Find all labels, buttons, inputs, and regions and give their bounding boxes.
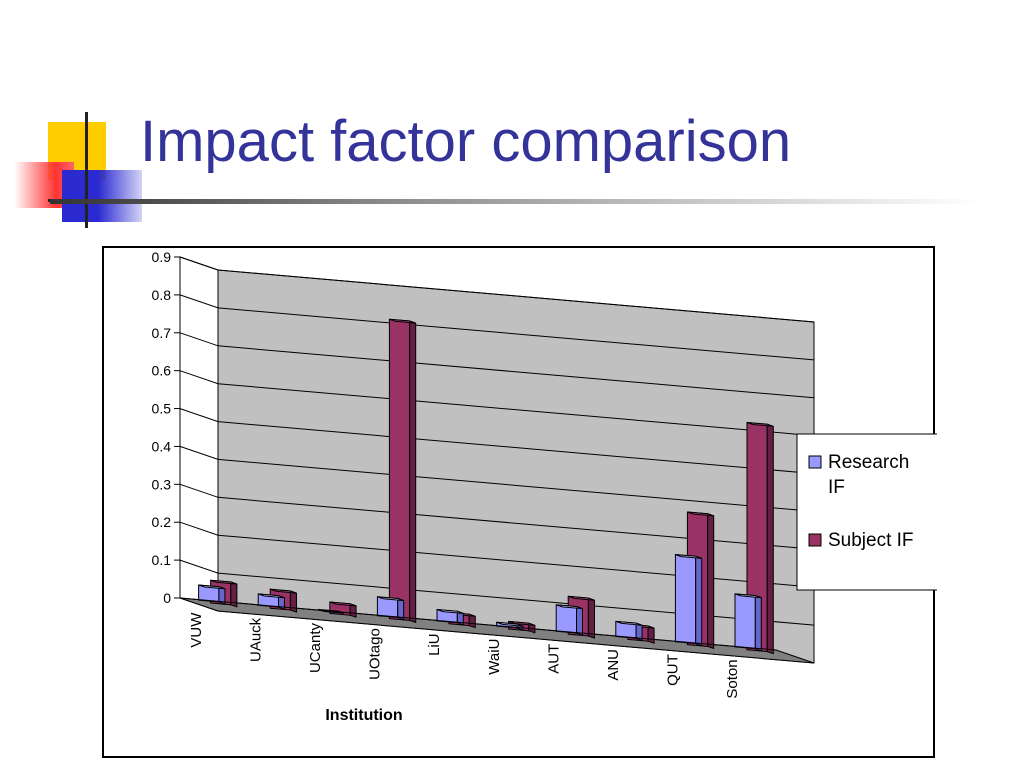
back-wall (217, 269, 815, 664)
legend-label: Research IF (828, 452, 909, 498)
bar-subject-if-side (707, 512, 715, 650)
x-tick-label: WaiU (486, 639, 503, 675)
x-tick-label: UCanty (307, 623, 324, 674)
legend-swatch (808, 533, 822, 547)
bar-research-if-top (436, 609, 464, 614)
bar-research-if (674, 554, 697, 645)
bar-research-if-top (615, 620, 643, 626)
bar-research-if-side (397, 597, 405, 621)
bar-research-if (555, 604, 577, 634)
y-tick-label: 0.3 (152, 476, 172, 492)
bar-subject-if-side (766, 423, 774, 655)
x-tick-label: Soton (724, 659, 741, 698)
bar-subject-if-top (210, 579, 238, 585)
bar-research-if-side (695, 555, 703, 647)
title-underline (50, 199, 980, 204)
blue-square-decoration (62, 170, 142, 222)
bar-subject-if-top (687, 511, 714, 517)
gridline (179, 256, 815, 323)
gridline (179, 559, 815, 626)
bar-research-if-top (675, 554, 702, 559)
bar-subject-if-top (746, 422, 774, 427)
bar-research-if-top (496, 621, 524, 627)
bar-subject-if-top (329, 601, 357, 607)
gridline (179, 483, 815, 550)
x-axis-title: Institution (325, 707, 402, 724)
impact-factor-chart: 0 0.1 0.2 0.3 0.4 0.5 0.6 0.7 0.8 0.9 VUW UAuck UCan… (152, 249, 937, 724)
chart-frame: 0 0.1 0.2 0.3 0.4 0.5 0.6 0.7 0.8 0.9 VUW UAuck UCan… (102, 246, 937, 758)
gridline (179, 445, 815, 512)
bar-subject-if-side (647, 625, 655, 644)
bar-research-if-top (198, 584, 226, 590)
x-tick-label: UOtago (367, 628, 384, 680)
bar-research-if-top (258, 593, 285, 599)
x-tick-label: VUW (188, 612, 205, 648)
y-tick-label: 0.6 (152, 363, 172, 379)
vertical-line-decoration (85, 112, 88, 228)
x-tick-label: ANU (605, 649, 622, 681)
bar-subject-if-side (587, 597, 595, 639)
bar-research-if-side (576, 605, 583, 636)
x-tick-label: QUT (665, 654, 682, 686)
y-tick-label: 0.2 (152, 514, 172, 530)
x-axis-line (179, 597, 777, 651)
y-tick-label: 0.8 (152, 287, 172, 303)
y-tick-label: 0.1 (152, 552, 172, 568)
gridline (179, 408, 815, 475)
bar-research-if-top (734, 593, 762, 599)
y-tick-label: 0.9 (152, 249, 172, 265)
gridline (179, 521, 815, 588)
legend-swatch (808, 455, 822, 469)
legend-label: Subject IF (828, 530, 914, 551)
x-tick-label: LiU (426, 633, 443, 656)
bar-subject-if-top (389, 318, 416, 324)
x-tick-label: UAuck (247, 617, 264, 662)
bar-subject-if-top (568, 595, 595, 601)
bar-subject-if (388, 318, 411, 621)
gridline (179, 332, 815, 399)
bar-research-if-side (754, 594, 762, 652)
y-tick-label: 0.7 (152, 325, 172, 341)
gridline (179, 294, 815, 361)
bar-research-if-top (377, 596, 404, 602)
gridline (179, 370, 815, 437)
slide-title: Impact factor comparison (140, 109, 792, 174)
left-wall (179, 256, 219, 612)
y-tick-label: 0.4 (152, 438, 172, 454)
bar-research-if (734, 593, 756, 650)
x-tick-label: AUT (545, 644, 562, 674)
bar-subject-if-top (508, 620, 536, 626)
bar-subject-if-side (289, 590, 297, 613)
y-tick-label: 0.5 (152, 401, 172, 417)
bar-research-if-top (556, 604, 583, 610)
bar-subject-if-top (270, 588, 297, 594)
y-tick-label: 0 (163, 590, 171, 606)
bar-subject-if-side (409, 320, 417, 624)
